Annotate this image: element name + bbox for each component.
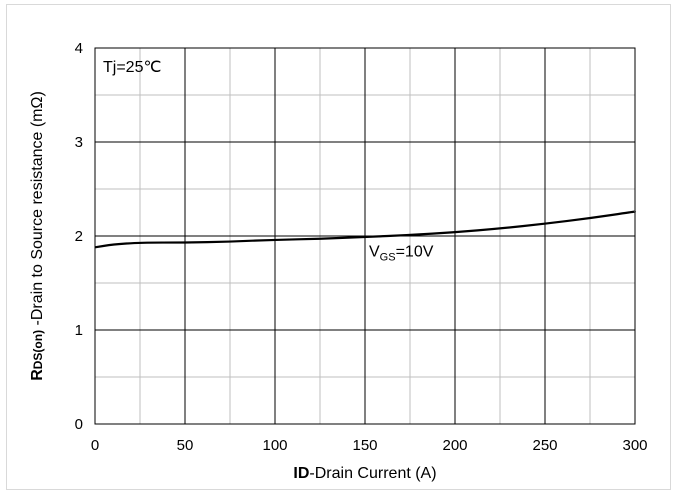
x-tick-label: 300 [622, 437, 647, 454]
y-tick-label: 3 [75, 134, 83, 151]
y-tick-label: 0 [75, 416, 83, 433]
y-axis-title-sub: DS(on) [31, 330, 45, 369]
x-tick-label: 150 [352, 437, 377, 454]
x-axis-title-rest: -Drain Current (A) [309, 465, 436, 482]
x-tick-label: 0 [91, 437, 99, 454]
chart-frame [6, 4, 671, 490]
y-tick-label: 1 [75, 322, 83, 339]
y-axis-title-rest: -Drain to Source resistance (mΩ) [29, 91, 46, 330]
x-tick-label: 100 [262, 437, 287, 454]
vgs-annotation-main: V [369, 244, 380, 261]
vgs-annotation: VGS=10V [369, 244, 434, 264]
y-tick-labels: 0 1 2 3 4 [75, 40, 83, 433]
series-line-vgs-10v [94, 210, 636, 249]
major-grid [95, 48, 635, 424]
x-tick-label: 250 [532, 437, 557, 454]
y-tick-label: 4 [75, 40, 83, 57]
x-tick-label: 50 [177, 437, 194, 454]
x-axis-title-bold: ID [293, 465, 309, 482]
vgs-annotation-sub: GS [380, 252, 396, 264]
y-axis-title-bold: R [29, 369, 46, 381]
series-layer [94, 210, 636, 249]
temperature-annotation: Tj=25℃ [103, 59, 161, 76]
x-tick-labels: 0 50 100 150 200 250 300 [91, 437, 648, 454]
x-tick-label: 200 [442, 437, 467, 454]
y-axis-title: RDS(on) -Drain to Source resistance (mΩ) [29, 91, 46, 381]
x-axis-title: ID-Drain Current (A) [293, 465, 436, 482]
plot-area [94, 47, 636, 425]
y-tick-label: 2 [75, 228, 83, 245]
vgs-annotation-rest: =10V [396, 244, 434, 261]
